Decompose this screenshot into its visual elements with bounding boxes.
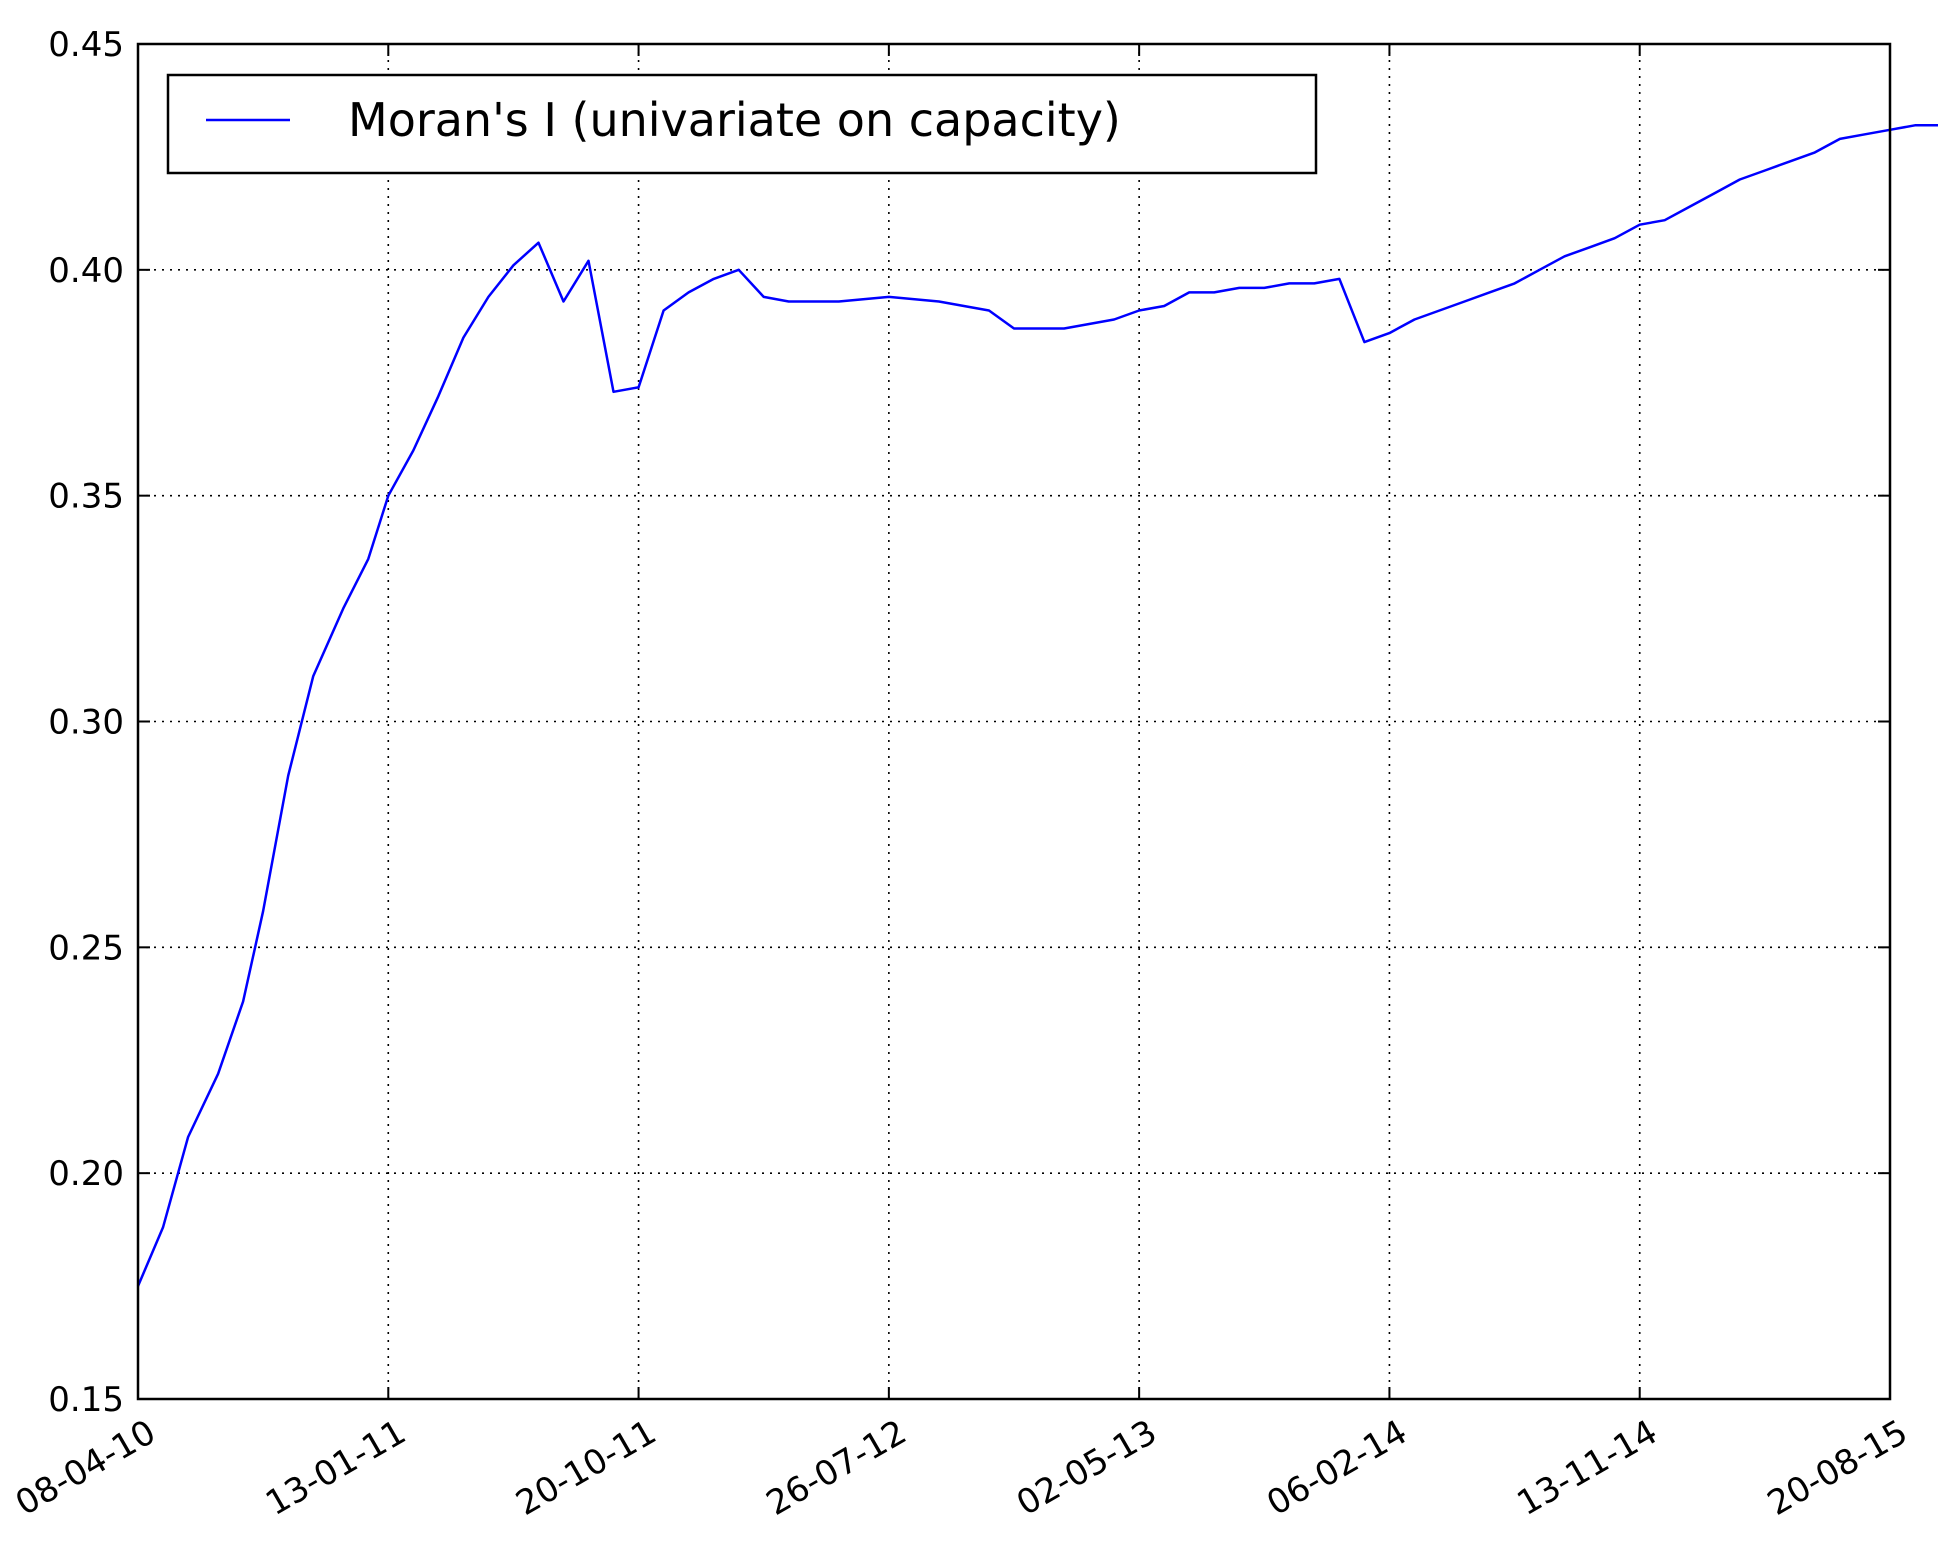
y-tick-label: 0.15 [48, 1380, 124, 1420]
y-tick-label: 0.30 [48, 703, 124, 743]
y-tick-label: 0.40 [48, 251, 124, 291]
y-axis: 0.15 0.20 0.25 0.30 0.35 0.40 0.45 [48, 25, 1890, 1420]
grid [138, 44, 1890, 1399]
series-layer [136, 124, 1938, 1287]
y-tick-label: 0.25 [48, 928, 124, 968]
y-tick-label: 0.35 [48, 477, 124, 517]
y-tick-label: 0.45 [48, 25, 124, 65]
y-tick-label: 0.20 [48, 1154, 124, 1194]
legend: Moran's I (univariate on capacity) [166, 73, 1318, 175]
legend-label: Moran's I (univariate on capacity) [348, 93, 1121, 147]
legend-box [166, 73, 1318, 175]
series-line [136, 124, 1938, 1287]
